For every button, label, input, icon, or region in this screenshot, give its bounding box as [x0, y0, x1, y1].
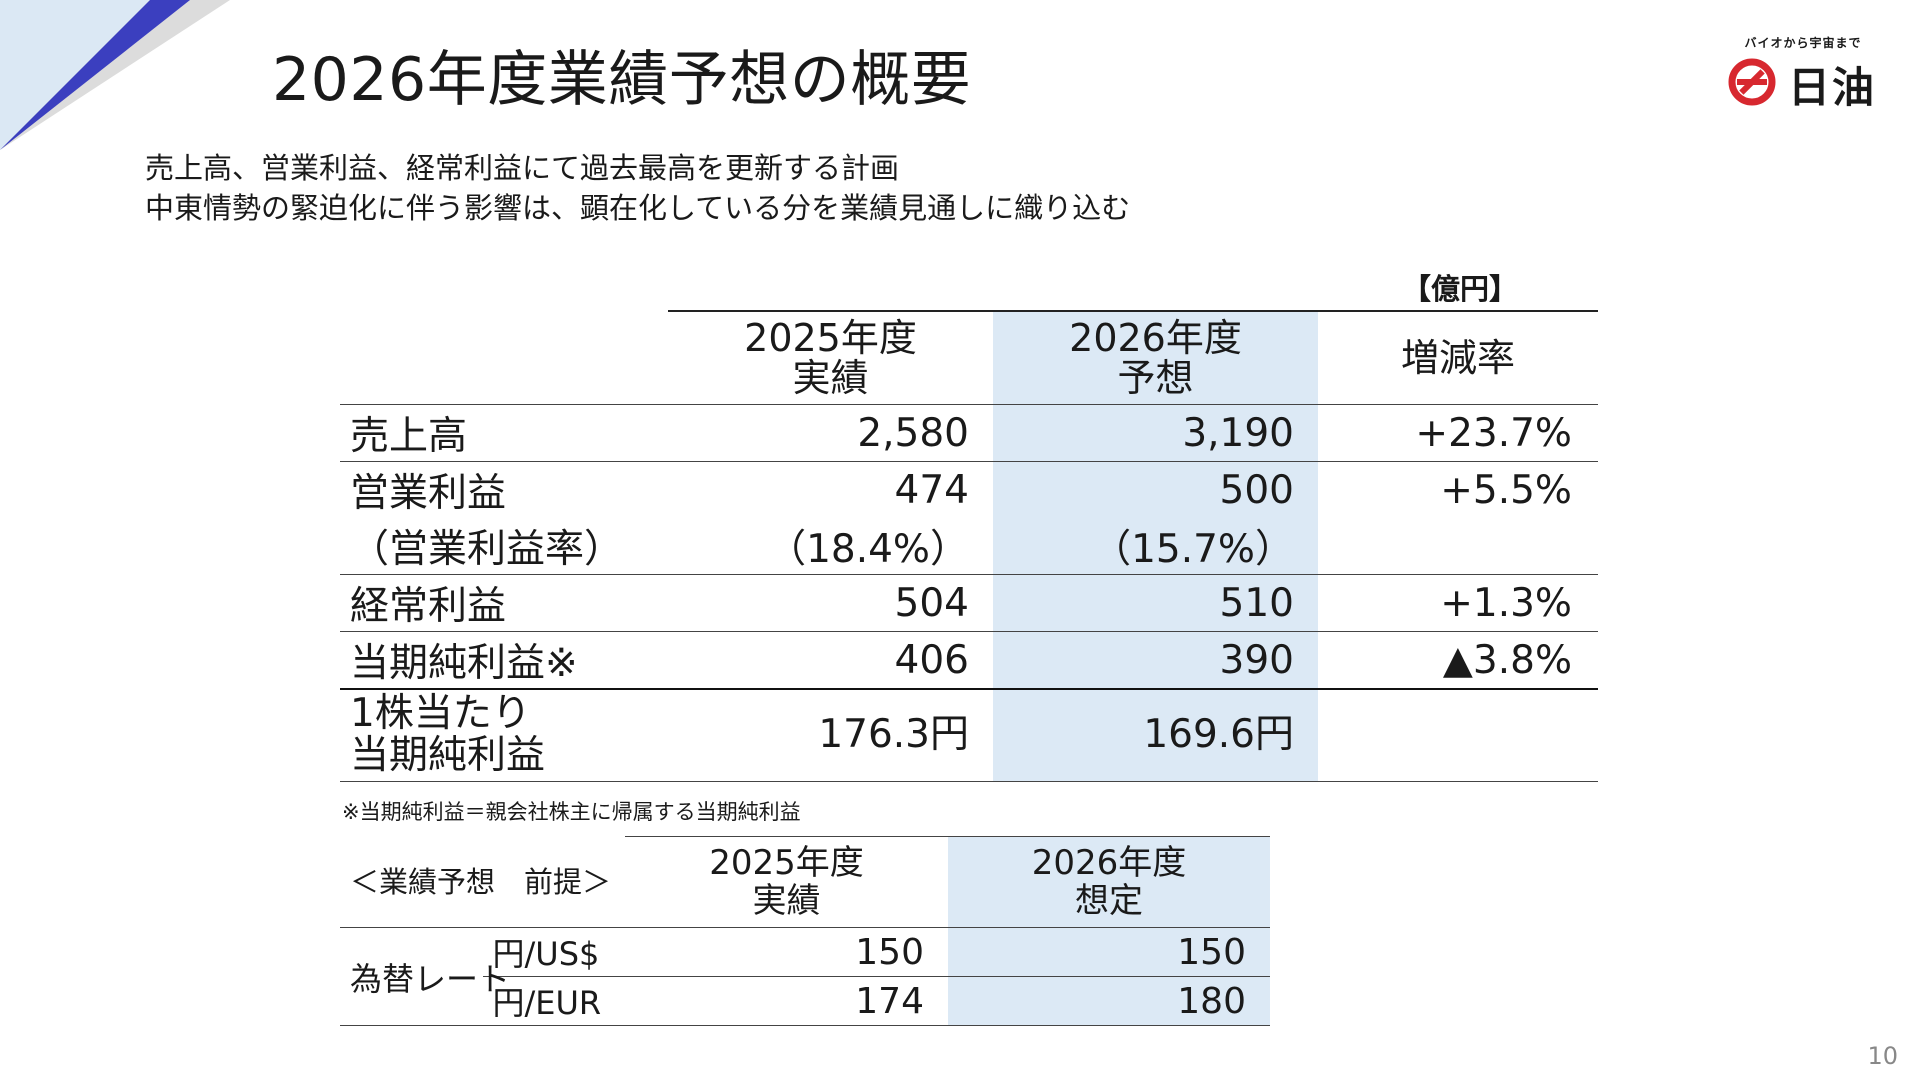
change-rate: +5.5%: [1440, 467, 1572, 513]
header-change: 増減率: [1318, 310, 1598, 405]
fx-value-2026: 180: [948, 976, 1270, 1026]
fx-header-2026: 2026年度 想定: [948, 836, 1270, 928]
forecast-table: 2025年度 実績 2026年度 予想 増減率 売上高 2,580 3,190 +2…: [340, 310, 1598, 782]
value-2026: 390: [993, 631, 1318, 689]
fx-row: 為替レート 円/US$ 150 150: [340, 927, 1270, 1026]
header-blank: [340, 311, 668, 405]
value-2026: 500: [993, 461, 1318, 518]
row-label: 経常利益: [350, 584, 507, 629]
table-row: 当期純利益※ 406 390 ▲3.8%: [340, 631, 1598, 689]
change-rate: ▲3.8%: [1442, 637, 1572, 683]
currency-pair: 円/EUR: [482, 976, 625, 1026]
company-logo: バイオから宇宙まで 日油: [1728, 34, 1878, 112]
logo-name: 日油: [1788, 63, 1877, 112]
page-number: 10: [1867, 1042, 1898, 1070]
currency-pair: 円/US$: [482, 927, 625, 977]
header-2025: 2025年度 実績: [668, 310, 993, 405]
value-2025: 2,580: [857, 410, 969, 456]
corner-decoration: [0, 0, 230, 150]
logo-tagline: バイオから宇宙まで: [1744, 36, 1862, 50]
fx-value-2025: 150: [625, 927, 948, 977]
table-row-eps: 1株当たり 当期純利益 176.3円 169.6円: [340, 689, 1598, 782]
value-2026: 169.6円: [993, 689, 1318, 782]
change-rate: [1318, 518, 1598, 575]
table-row: 売上高 2,580 3,190 +23.7%: [340, 404, 1598, 462]
fx-group-label: 為替レート: [340, 927, 510, 1026]
table-row: 営業利益 474 500 +5.5%: [340, 461, 1598, 518]
lead-line-2: 中東情勢の緊迫化に伴う影響は、顕在化している分を業績見通しに織り込む: [145, 191, 1131, 225]
table-header-row: 2025年度 実績 2026年度 予想 増減率: [340, 310, 1598, 405]
table-row: （営業利益率） （18.4%） （15.7%）: [340, 518, 1598, 575]
fx-header-row: ＜業績予想 前提＞ 2025年度 実績 2026年度 想定: [340, 836, 1270, 928]
lead-line-1: 売上高、営業利益、経常利益にて過去最高を更新する計画: [145, 151, 900, 185]
fx-row: 円/EUR 174 180: [340, 976, 1270, 1026]
page-title: 2026年度業績予想の概要: [272, 45, 972, 115]
row-label: 当期純利益※: [350, 641, 578, 686]
value-2026: 510: [993, 574, 1318, 632]
value-2025: （18.4%）: [767, 527, 969, 572]
header-2026: 2026年度 予想: [993, 310, 1318, 405]
lead-text: 売上高、営業利益、経常利益にて過去最高を更新する計画 中東情勢の緊迫化に伴う影響…: [145, 148, 1130, 228]
value-2025: 504: [894, 580, 969, 626]
table-row: 経常利益 504 510 +1.3%: [340, 574, 1598, 632]
row-label: （営業利益率）: [350, 527, 624, 572]
fx-assumption-table: ＜業績予想 前提＞ 2025年度 実績 2026年度 想定 為替レート 円/US$ …: [340, 836, 1270, 1026]
value-2026: （15.7%）: [993, 518, 1318, 575]
value-2025: 176.3円: [668, 689, 993, 782]
fx-value-2026: 150: [948, 927, 1270, 977]
row-label: 1株当たり 当期純利益: [340, 689, 668, 782]
unit-label: 【億円】: [1401, 272, 1518, 306]
fx-value-2025: 174: [625, 976, 948, 1026]
change-rate: +1.3%: [1440, 580, 1572, 626]
change-rate: [1318, 689, 1598, 782]
logo-mark-icon: [1728, 58, 1776, 106]
fx-table-label: ＜業績予想 前提＞: [350, 864, 612, 899]
row-label: 売上高: [350, 414, 468, 459]
value-2025: 474: [894, 467, 969, 513]
change-rate: +23.7%: [1415, 410, 1572, 456]
value-2026: 3,190: [993, 404, 1318, 462]
footnote: ※当期純利益＝親会社株主に帰属する当期純利益: [342, 800, 801, 824]
fx-header-2025: 2025年度 実績: [625, 836, 948, 928]
value-2025: 406: [894, 637, 969, 683]
row-label: 営業利益: [350, 471, 507, 516]
